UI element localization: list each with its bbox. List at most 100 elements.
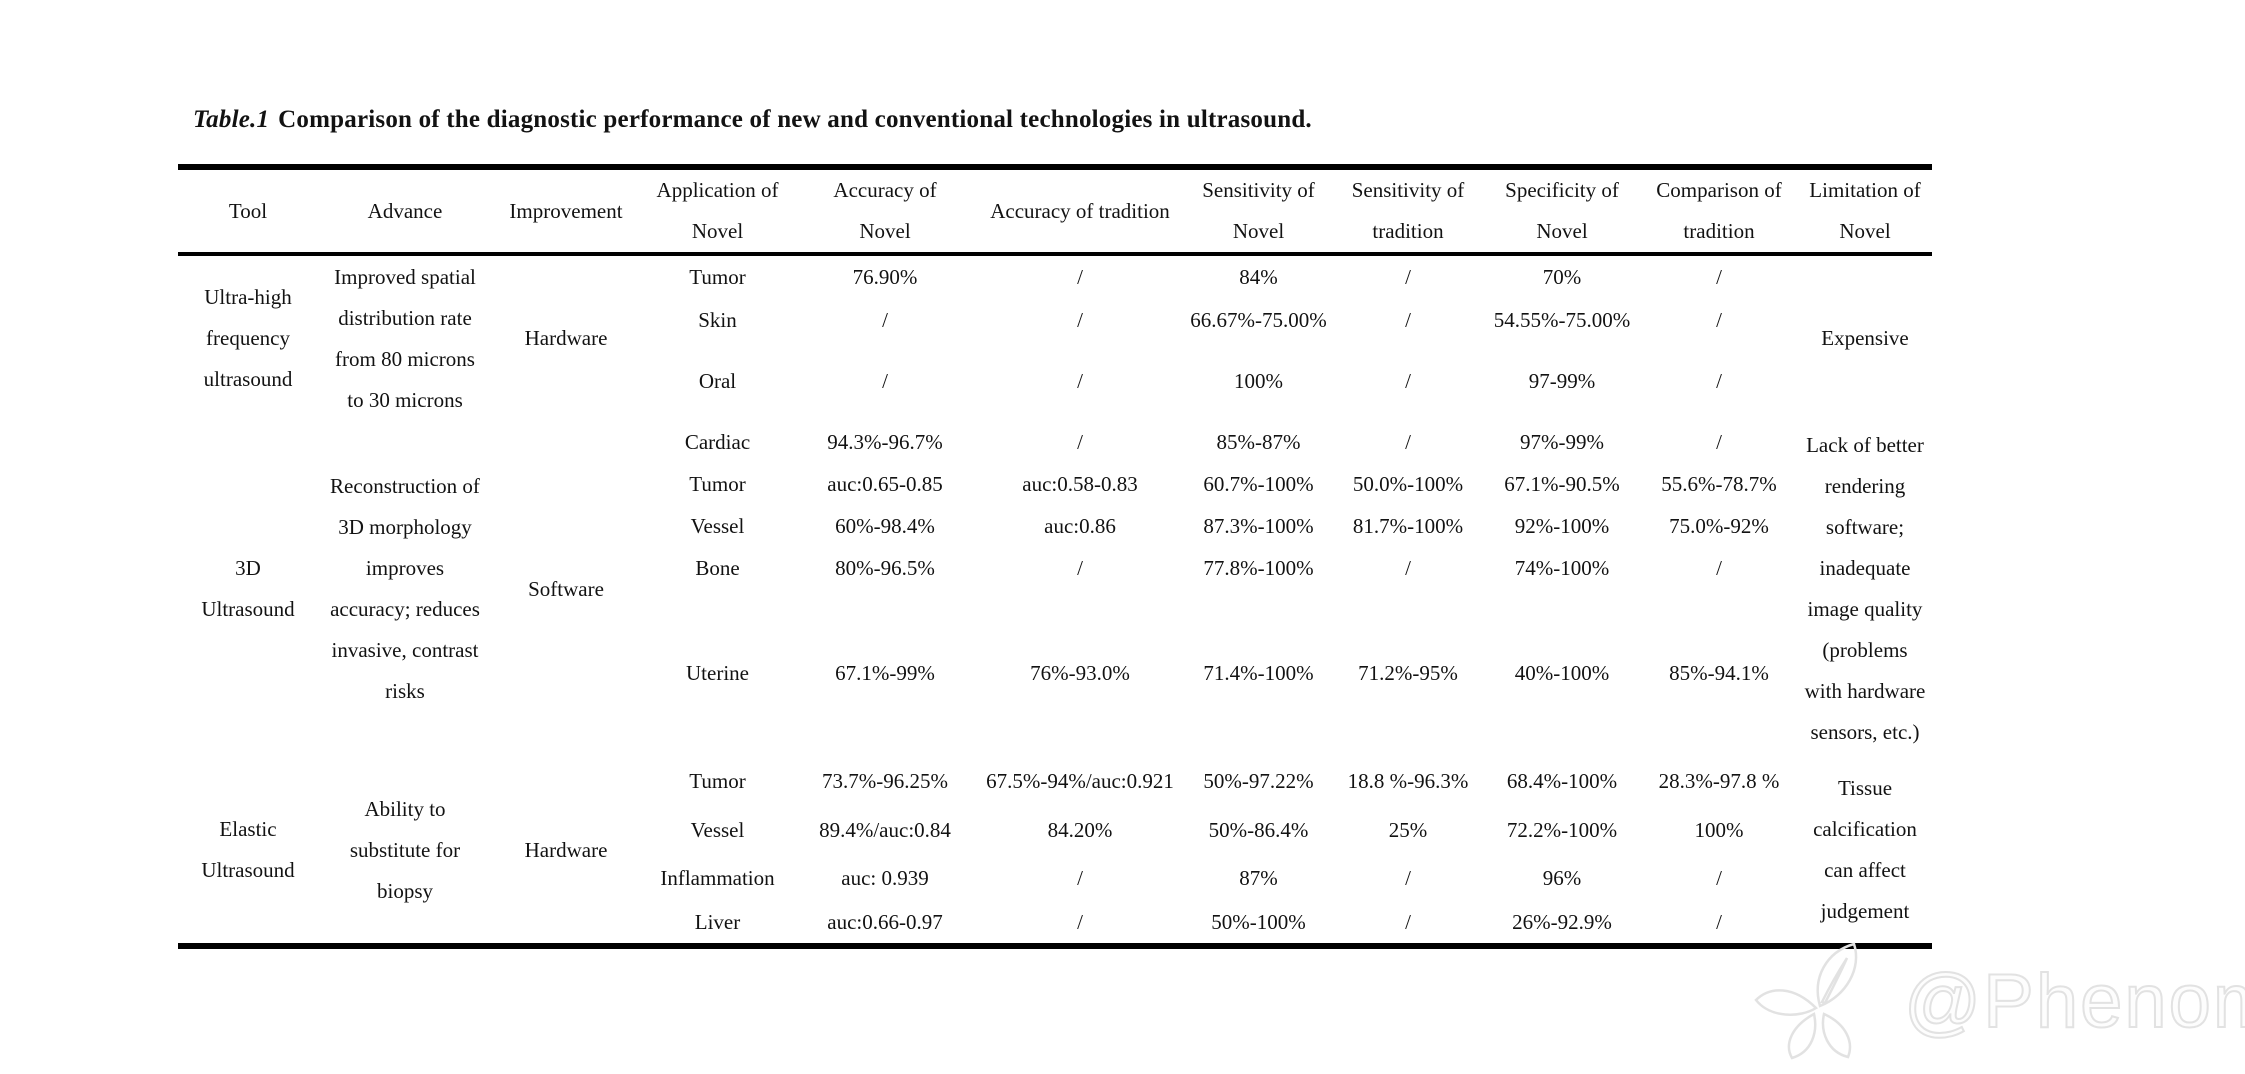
cell-sensitivity-novel: 77.8%-100% [1203,555,1314,580]
table-row: Vessel 60%-98.4% auc:0.86 87.3%-100% 81.… [178,505,1932,547]
cell-sensitivity-tradition: / [1405,910,1411,934]
cell-comparison-tradition: 55.6%-78.7% [1661,471,1777,496]
cell-accuracy-novel: / [882,307,888,332]
cell-application: Oral [698,368,737,393]
table-row: Tumor auc:0.65-0.85 auc:0.58-0.83 60.7%-… [178,463,1932,505]
four-leaf-logo-icon [1754,942,1858,1060]
cell-accuracy-novel: 76.90% [852,265,918,289]
comparison-table: Tool Advance Improvement Application of … [178,164,1932,949]
cell-specificity-novel: 96% [1542,865,1582,890]
cell-comparison-tradition: 85%-94.1% [1669,660,1769,685]
cell-specificity-novel: 74%-100% [1514,555,1610,580]
cell-sensitivity-novel: 50%-97.22% [1203,769,1314,793]
table-caption-number: Table.1 [193,106,270,133]
cell-specificity-novel: 54.55%-75.00% [1493,307,1631,332]
table-row: Skin / / 66.67%-75.00% / 54.55%-75.00% / [178,299,1932,341]
cell-accuracy-novel: auc:0.66-0.97 [827,910,943,934]
header-sensitivity-tradition: Sensitivity of tradition [1351,178,1465,243]
cell-application: Cardiac [684,429,751,454]
cell-comparison-tradition: / [1716,368,1722,393]
cell-application: Vessel [690,513,745,538]
table-row: Bone 80%-96.5% / 77.8%-100% / 74%-100% / [178,547,1932,589]
cell-comparison-tradition: / [1716,265,1722,289]
cell-sensitivity-tradition: / [1405,368,1411,393]
header-improvement: Improvement [509,198,623,223]
cell-tool: Ultra-high frequency ultrasound [203,285,293,391]
cell-accuracy-novel: 60%-98.4% [835,513,935,538]
header-tool: Tool [228,198,268,223]
cell-sensitivity-tradition: / [1405,429,1411,454]
watermark-text: @Phenomics [1903,958,2245,1045]
cell-improvement: Hardware [524,326,608,350]
header-advance: Advance [367,198,443,223]
cell-sensitivity-novel: 71.4%-100% [1203,660,1314,685]
cell-limitation: Lack of better rendering software; inade… [1804,433,1926,744]
cell-sensitivity-tradition: 71.2%-95% [1358,660,1458,685]
cell-accuracy-tradition: 76%-93.0% [1030,660,1130,685]
cell-application: Tumor [689,265,746,289]
cell-accuracy-novel: 67.1%-99% [835,660,935,685]
cell-comparison-tradition: / [1716,429,1722,454]
table-row: Ultra-high frequency ultrasound Improved… [178,254,1932,412]
cell-comparison-tradition: / [1716,910,1722,934]
cell-comparison-tradition: 28.3%-97.8 % [1658,769,1780,793]
cell-accuracy-novel: auc: 0.939 [841,865,929,890]
cell-application: Skin [698,307,737,332]
table-row: 3D Ultrasound Reconstruction of 3D morph… [178,421,1932,745]
cell-specificity-novel: 97-99% [1528,368,1596,393]
cell-accuracy-tradition: / [1077,265,1083,289]
cell-application: Liver [694,910,741,934]
header-accuracy-tradition: Accuracy of tradition [990,198,1170,223]
cell-improvement: Software [528,576,604,601]
cell-sensitivity-novel: 85%-87% [1216,429,1301,454]
cell-sensitivity-novel: 50%-100% [1211,910,1306,934]
header-sensitivity-novel: Sensitivity of Novel [1202,178,1315,243]
cell-sensitivity-novel: 87% [1239,865,1278,890]
cell-sensitivity-tradition: 25% [1388,817,1428,842]
cell-application: Inflammation [660,865,775,890]
cell-sensitivity-tradition: 50.0%-100% [1352,471,1464,496]
header-application-novel: Application of Novel [656,178,779,243]
cell-limitation: Expensive [1821,326,1909,350]
cell-specificity-novel: 72.2%-100% [1506,817,1618,842]
cell-specificity-novel: 97%-99% [1520,429,1604,454]
cell-application: Vessel [690,817,745,842]
cell-application: Bone [695,555,740,580]
cell-advance: Reconstruction of 3D morphology improves… [330,474,480,703]
cell-comparison-tradition: / [1716,865,1722,890]
cell-sensitivity-tradition: 81.7%-100% [1352,513,1464,538]
cell-advance: Improved spatial distribution rate from … [334,264,476,412]
cell-specificity-novel: 92%-100% [1514,513,1610,538]
cell-accuracy-novel: / [882,368,888,393]
cell-sensitivity-tradition: 18.8 %-96.3% [1347,769,1469,793]
table-caption-text: Comparison of the diagnostic performance… [278,106,1312,133]
cell-sensitivity-tradition: / [1405,265,1411,289]
cell-accuracy-novel: auc:0.65-0.85 [827,471,943,496]
cell-accuracy-novel: 80%-96.5% [835,555,935,580]
cell-accuracy-tradition: 67.5%-94%/auc:0.921 [986,769,1174,793]
table-row: Vessel 89.4%/auc:0.84 84.20% 50%-86.4% 2… [178,806,1932,854]
table-row: Oral / / 100% / 97-99% / [178,341,1932,421]
cell-comparison-tradition: 100% [1694,817,1744,842]
cell-accuracy-tradition: / [1077,910,1083,934]
cell-accuracy-tradition: / [1077,865,1083,890]
cell-accuracy-novel: 94.3%-96.7% [827,429,943,454]
header-row: Tool Advance Improvement Application of … [178,167,1932,254]
table-row: Uterine 67.1%-99% 76%-93.0% 71.4%-100% 7… [178,589,1932,757]
cell-application: Uterine [686,660,749,685]
table-caption: Table.1 Comparison of the diagnostic perf… [193,106,1312,134]
cell-sensitivity-novel: 100% [1234,368,1283,393]
cell-accuracy-novel: 89.4%/auc:0.84 [819,817,951,842]
cell-limitation: Tissue calcification can affect judgemen… [1813,776,1917,923]
cell-advance: Ability to substitute for biopsy [349,796,461,903]
cell-sensitivity-novel: 60.7%-100% [1203,471,1314,496]
cell-specificity-novel: 67.1%-90.5% [1504,471,1620,496]
cell-accuracy-tradition: / [1077,555,1083,580]
cell-sensitivity-novel: 66.67%-75.00% [1190,307,1327,332]
cell-sensitivity-novel: 50%-86.4% [1208,817,1309,842]
cell-comparison-tradition: 75.0%-92% [1669,513,1769,538]
table-row: Liver auc:0.66-0.97 / 50%-100% / 26%-92.… [178,902,1932,946]
cell-accuracy-tradition: auc:0.86 [1044,513,1116,538]
cell-comparison-tradition: / [1716,307,1722,332]
